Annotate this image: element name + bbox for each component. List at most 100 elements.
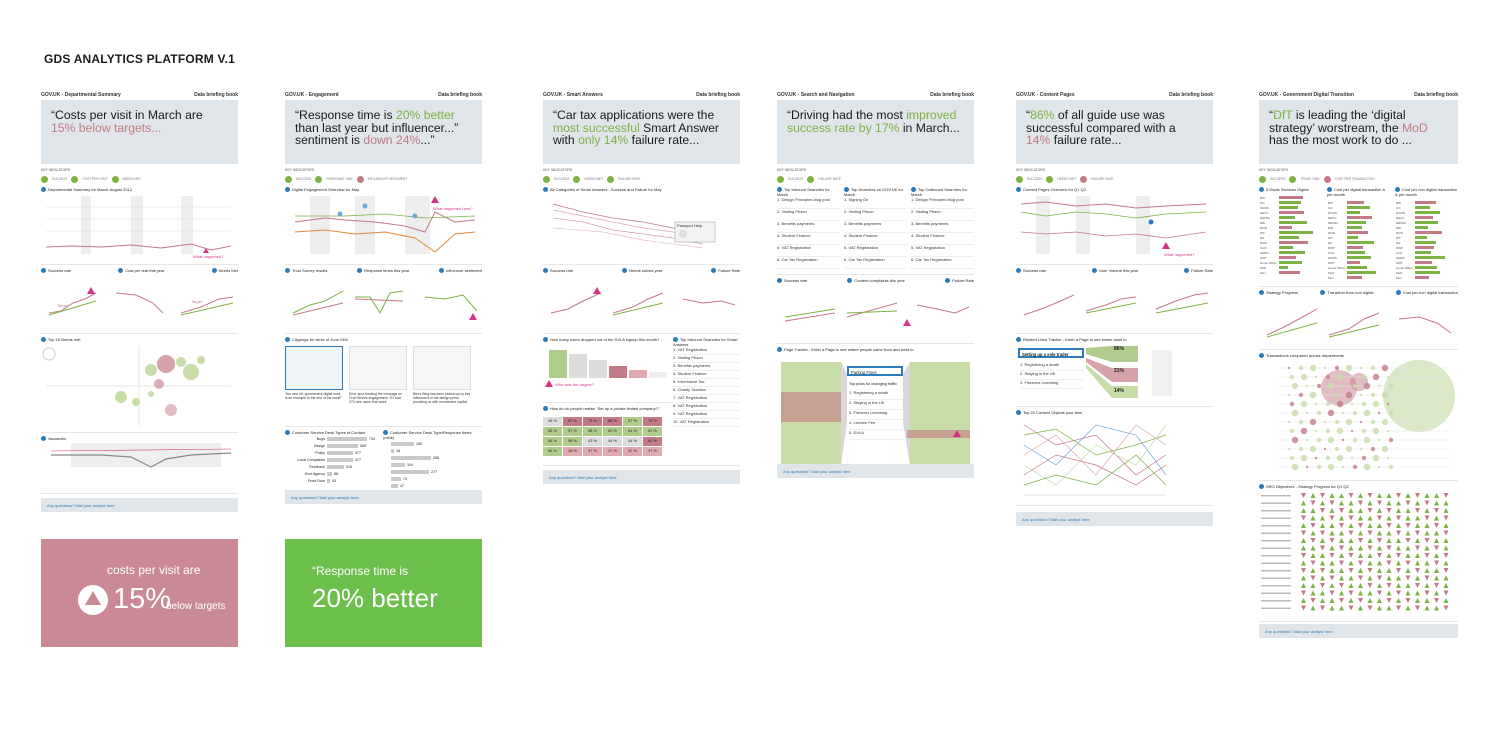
up-triangle-icon: [1358, 515, 1363, 521]
dept-bar: [1347, 221, 1366, 225]
objective-label-line: [1261, 547, 1291, 550]
clipping-2[interactable]: Error spot-flooding the message on Civil…: [349, 346, 407, 404]
tracked-page-input[interactable]: Setting up a sole trader: [1018, 348, 1084, 358]
inbound-search-item[interactable]: 5. VAT Registration: [777, 245, 840, 258]
search-list-item[interactable]: 3. Benefits payments: [673, 363, 740, 372]
footer-link[interactable]: Any questions? Mail your analyst here: [543, 470, 740, 484]
top-search-item[interactable]: 2. Visiting Prison: [844, 209, 907, 222]
pick-item[interactable]: 3. Firearms Licensing: [849, 410, 903, 420]
transaction-dot: [1361, 375, 1367, 380]
top-search-item[interactable]: 4. Student Finance: [844, 233, 907, 246]
briefing-link[interactable]: Data briefing book: [930, 92, 974, 98]
down-triangle-icon: [1377, 590, 1382, 596]
related-link-item[interactable]: 2. Staying in the UK: [1020, 371, 1084, 380]
briefing-link[interactable]: Data briefing book: [1414, 92, 1458, 98]
search-list-item[interactable]: 10. VAT Registration: [673, 419, 740, 428]
outbound-search-item[interactable]: 5. VAT Registration: [911, 245, 974, 258]
transaction-dot: [1327, 383, 1335, 390]
clipping-3[interactable]: Ben's Blog has been picked up by key inf…: [413, 346, 471, 404]
top-search-item[interactable]: 5. VAT Registration: [844, 245, 907, 258]
top-search-item[interactable]: 6. Car Tax Registration: [844, 257, 907, 270]
up-triangle-icon: [1329, 523, 1335, 529]
top-search-item[interactable]: 1. Signing On: [844, 197, 907, 210]
inbound-search-item[interactable]: 1. Design Principles blog post: [777, 197, 840, 210]
search-list-item[interactable]: 1. VAT Registration: [673, 347, 740, 356]
up-triangle-icon: [1301, 500, 1306, 506]
down-triangle-icon: [1386, 508, 1392, 514]
up-triangle-icon: [1405, 515, 1411, 521]
footer-link[interactable]: Any questions? Mail your analyst here: [777, 464, 974, 478]
search-list-item[interactable]: 4. Student Finance: [673, 371, 740, 380]
search-list-item[interactable]: 8. VAT Registration: [673, 403, 740, 412]
footer-link[interactable]: Any questions? Mail your analyst here: [41, 498, 238, 512]
dept-bar: [1279, 221, 1307, 225]
transaction-dot: [1386, 403, 1390, 406]
response-dot-icon: [315, 175, 323, 183]
up-triangle-icon: [1358, 493, 1363, 499]
search-list-item[interactable]: 9. VAT Registration: [673, 411, 740, 420]
pick-item[interactable]: 5. DVLA: [849, 430, 903, 440]
legend-cost: COST PER VISIT: [82, 177, 108, 181]
outbound-search-item[interactable]: 6. Car Tax Registration: [911, 257, 974, 270]
panel-title: GOV.UK - Content Pages: [1016, 92, 1075, 98]
transaction-dot: [1386, 457, 1390, 460]
dept-label: DfE: [1260, 221, 1265, 225]
inbound-search-item[interactable]: 4. Student Finance: [777, 233, 840, 246]
outbound-search-item[interactable]: 4. Student Finance: [911, 233, 974, 246]
transaction-dot: [1352, 465, 1358, 470]
pick-item[interactable]: 4. Licence Fee: [849, 420, 903, 430]
down-triangle-icon: [1367, 530, 1373, 536]
footer-link[interactable]: Any questions? Mail your analyst here: [1259, 624, 1458, 638]
headline-quote: “Costs per visit in March are 15% below …: [41, 100, 238, 164]
legend-cost-trans: COST PER TRANSACTION: [1334, 177, 1375, 181]
dept-bar: [1279, 216, 1295, 220]
search-list-item[interactable]: 6. Charity Taxation: [673, 387, 740, 396]
briefing-link[interactable]: Data briefing book: [194, 92, 238, 98]
footer-link[interactable]: Any questions? Mail your analyst here: [285, 490, 482, 504]
search-list-item[interactable]: 2. Visiting Prison: [673, 355, 740, 364]
tracked-page-input[interactable]: Parking Fines: [847, 366, 903, 376]
related-link-item[interactable]: 3. Firearms Licensing: [1020, 380, 1084, 389]
up-triangle-icon: [1434, 493, 1439, 499]
briefing-link[interactable]: Data briefing book: [696, 92, 740, 98]
inbound-search-item[interactable]: 3. Benefits payments: [777, 221, 840, 234]
outbound-search-item[interactable]: 2. Visiting Prison: [911, 209, 974, 222]
bar: [391, 469, 429, 474]
transaction-dot: [1298, 447, 1304, 452]
dept-bar: [1415, 271, 1440, 275]
kpi-row: Success rate User Volume this year Failure…: [1016, 265, 1213, 334]
dept-label: DEFRA: [1396, 221, 1406, 225]
up-triangle-icon: [1358, 545, 1363, 551]
down-triangle-icon: [1329, 500, 1335, 506]
top-search-item[interactable]: 3. Benefits payments: [844, 221, 907, 234]
dept-noncost-bars: BISCODCMSDECCDEFRADfEDFIDDfTDHDWPFCOHMRC…: [1396, 201, 1445, 280]
outbound-search-item[interactable]: 3. Benefits payments: [911, 221, 974, 234]
related-link-item[interactable]: 1. Registering a death: [1020, 362, 1084, 371]
search-list-item[interactable]: 7. VAT Registration: [673, 395, 740, 404]
pick-item[interactable]: 2. Staying in the UK: [849, 400, 903, 410]
down-triangle-icon: [1358, 538, 1363, 544]
dept-bar: [1415, 236, 1427, 240]
down-triangle-icon: [1434, 598, 1439, 604]
search-list-item[interactable]: 5. Inheritance Tax: [673, 379, 740, 388]
footer-link[interactable]: Any questions? Mail your analyst here: [1016, 512, 1213, 526]
up-triangle-icon: [1348, 538, 1354, 544]
inbound-search-item[interactable]: 6. Car Tax Registration: [777, 257, 840, 270]
dept-bar: [1347, 226, 1362, 230]
content-overview: Content Pages Overview for Q1 Q2 What ha…: [1016, 184, 1213, 265]
down-triangle-icon: [1424, 553, 1430, 559]
kpi-sparklines: [1266, 309, 1452, 338]
panel-search-navigation: GOV.UK - Search and Navigation Data brief…: [777, 92, 974, 478]
down-triangle-icon: [1348, 515, 1354, 521]
dept-label: MoJ: [1260, 271, 1266, 275]
clipping-1[interactable]: “the new UK government digital work is a…: [285, 346, 343, 404]
outbound-search-item[interactable]: 1. Design Principles blog post: [911, 197, 974, 210]
inbound-search-item[interactable]: 2. Visiting Prison: [777, 209, 840, 222]
pick-item[interactable]: 1. Registering a death: [849, 390, 903, 400]
dept-bar: [1347, 256, 1371, 260]
briefing-link[interactable]: Data briefing book: [438, 92, 482, 98]
transaction-dot: [1305, 412, 1309, 415]
up-triangle-icon: [1424, 598, 1430, 604]
briefing-link[interactable]: Data briefing book: [1169, 92, 1213, 98]
dept-label: CO: [1328, 206, 1333, 210]
